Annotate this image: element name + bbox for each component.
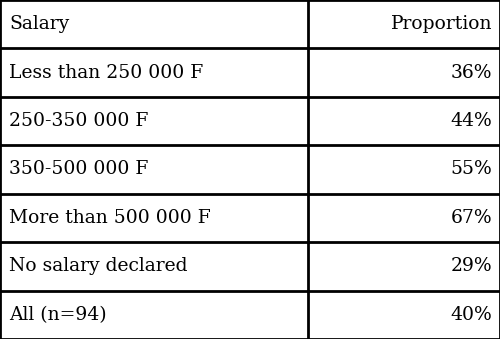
Text: Salary: Salary [9,15,69,33]
Text: 40%: 40% [451,306,492,324]
Text: Less than 250 000 F: Less than 250 000 F [9,64,203,82]
Text: 55%: 55% [451,160,492,179]
Text: No salary declared: No salary declared [9,257,188,275]
Text: More than 500 000 F: More than 500 000 F [9,209,211,227]
Text: 44%: 44% [451,112,492,130]
Text: All (n=94): All (n=94) [9,306,106,324]
Text: 29%: 29% [451,257,492,275]
Text: 250-350 000 F: 250-350 000 F [9,112,148,130]
Text: 350-500 000 F: 350-500 000 F [9,160,148,179]
Text: 67%: 67% [451,209,492,227]
Text: Proportion: Proportion [391,15,492,33]
Text: 36%: 36% [451,64,492,82]
